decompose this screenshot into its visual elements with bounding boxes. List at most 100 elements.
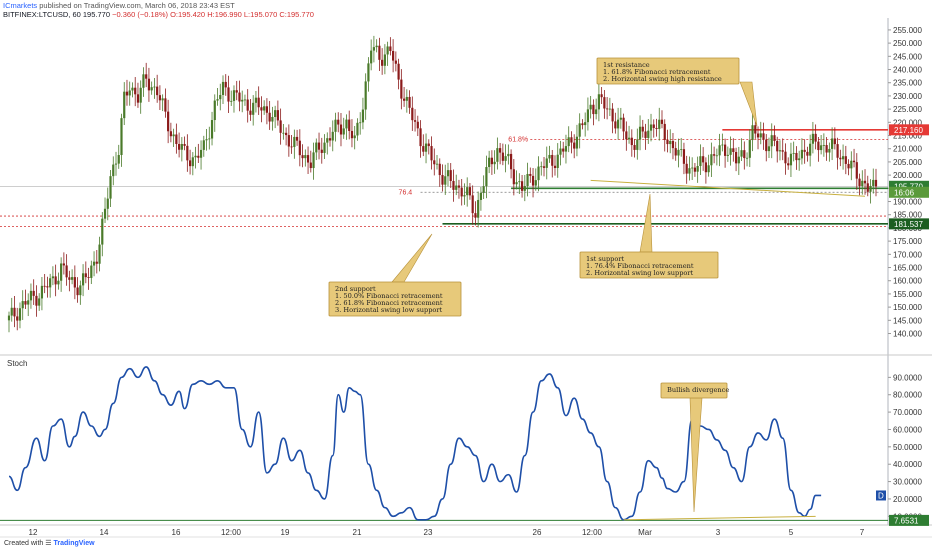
candle-body — [644, 131, 647, 138]
price-tick-label: 250.000 — [893, 39, 922, 48]
candle-body — [562, 148, 565, 152]
candle-body — [106, 198, 109, 209]
candle-body — [616, 119, 620, 129]
candle-body — [499, 148, 502, 153]
candle-body — [595, 109, 598, 115]
candle-body — [419, 128, 422, 147]
candle-body — [139, 87, 142, 103]
candle-body — [649, 124, 653, 131]
stoch-last-tag-box — [876, 490, 886, 501]
candle-body — [271, 116, 274, 122]
candle-body — [729, 148, 732, 155]
candle-body — [397, 63, 400, 80]
candle-body — [246, 99, 249, 111]
candle-body — [743, 150, 746, 159]
candle-body — [161, 98, 164, 101]
candle-body — [655, 127, 658, 129]
candle-body — [394, 60, 397, 64]
candle-body — [800, 149, 804, 159]
candle-body — [202, 140, 205, 150]
candle-body — [531, 175, 535, 186]
candle-body — [145, 74, 148, 79]
candle-body — [836, 144, 839, 158]
candle-body — [158, 95, 162, 101]
candle-body — [312, 152, 315, 169]
candle-body — [183, 143, 186, 146]
candle-body — [468, 187, 472, 196]
candle-body — [21, 301, 24, 309]
resistance-note-box — [596, 57, 740, 85]
candle-body — [548, 154, 551, 159]
candle-body — [134, 87, 137, 95]
candle-body — [334, 119, 337, 132]
candle-body — [573, 142, 576, 149]
candle-body — [287, 135, 290, 147]
candle-body — [210, 120, 214, 139]
candle-body — [274, 110, 277, 117]
candle-body — [241, 99, 244, 102]
candle-body — [389, 46, 392, 52]
candle-body — [180, 143, 183, 150]
candle-body — [339, 124, 343, 135]
candle-body — [32, 290, 35, 296]
candle-body — [688, 168, 691, 174]
candle-body — [68, 277, 71, 280]
level-label: 61.8% — [508, 136, 528, 143]
candle-body — [131, 87, 134, 91]
candle-body — [584, 122, 587, 126]
footer: Created with ☰ TradingView — [4, 539, 95, 547]
price-tick-label: 200.000 — [893, 171, 922, 180]
candle-body — [685, 163, 688, 174]
publisher-username[interactable]: ICmarkets — [3, 1, 38, 10]
candle-body — [103, 208, 107, 219]
candle-body — [704, 162, 707, 173]
divergence-note-text: Bullish divergence — [667, 386, 729, 394]
price-tag-label: 16:06 — [894, 188, 915, 197]
candle-body — [770, 135, 773, 147]
candle-body — [809, 143, 812, 156]
candle-body — [29, 290, 33, 301]
price-tick-label: 225.000 — [893, 105, 922, 114]
candle-body — [381, 59, 384, 66]
candle-body — [323, 142, 326, 153]
candle-body — [551, 154, 554, 166]
candle-body — [54, 276, 57, 285]
candle-body — [699, 156, 702, 167]
candle-body — [441, 175, 444, 185]
candle-body — [784, 151, 787, 164]
candle-body — [545, 158, 548, 168]
candle-body — [526, 173, 529, 187]
support2-note-box — [328, 281, 462, 317]
symbol-name[interactable]: BITFINEX:LTCUSD, 60 — [3, 10, 81, 19]
candle-body — [172, 134, 175, 137]
time-axis[interactable]: 12 14 16 12:00 19 21 23 26 12:00 Mar 3 5 7 — [29, 528, 865, 537]
brand-name[interactable]: TradingView — [53, 540, 95, 547]
candle-body — [460, 187, 463, 197]
support2-note-text: 3. Horizontal swing low support — [335, 306, 443, 314]
candle-body — [35, 295, 38, 306]
stoch-low-tag-label: 7.6531 — [894, 516, 919, 525]
stoch-tick-label: 90.0000 — [893, 373, 922, 382]
resistance-note-text: 1st resistance — [603, 61, 650, 69]
candle-body — [702, 156, 705, 163]
candle-body — [13, 307, 16, 317]
candle-body — [718, 145, 721, 156]
candle-body — [293, 136, 296, 147]
candle-body — [466, 187, 469, 196]
candle-body — [781, 150, 784, 152]
candle-body — [285, 132, 288, 136]
candle-body — [413, 120, 417, 122]
candle-body — [874, 179, 878, 187]
candle-body — [27, 300, 30, 305]
stoch-tick-label: 60.0000 — [893, 425, 922, 434]
candle-body — [73, 277, 76, 288]
candle-body — [507, 153, 510, 157]
candle-body — [320, 149, 323, 153]
stoch-tick-label: 70.0000 — [893, 408, 922, 417]
candle-body — [301, 155, 304, 159]
candle-body — [556, 154, 559, 169]
candle-body — [219, 94, 222, 100]
candle-body — [51, 276, 54, 279]
symbol-line: BITFINEX:LTCUSD, 60 195.770 −0.360 (−0.1… — [3, 10, 314, 19]
